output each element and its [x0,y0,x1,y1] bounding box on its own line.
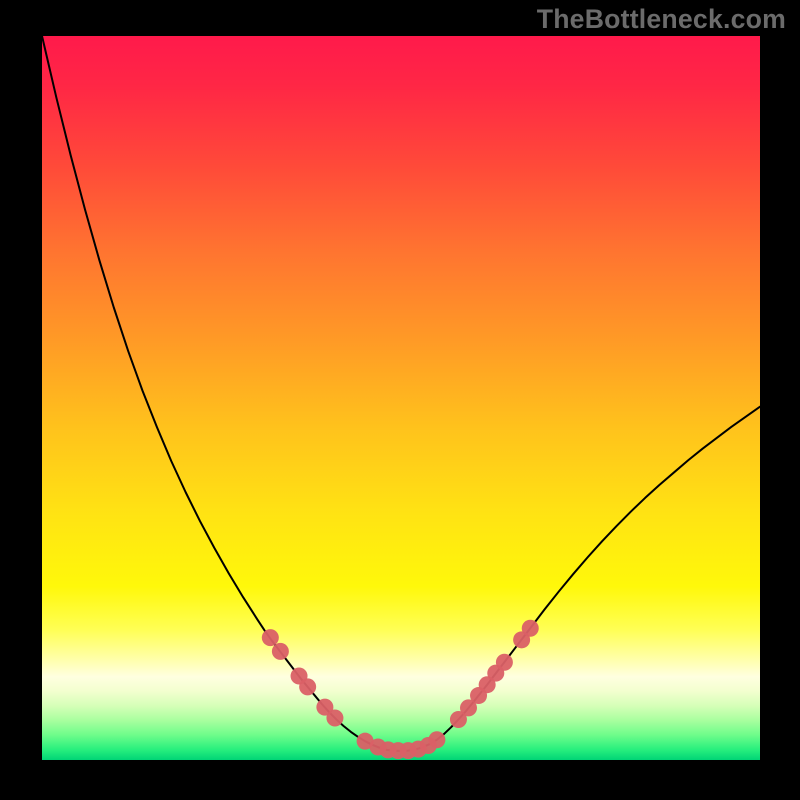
plot-area [42,36,760,760]
figure-root: TheBottleneck.com [0,0,800,800]
watermark-text: TheBottleneck.com [537,4,786,35]
